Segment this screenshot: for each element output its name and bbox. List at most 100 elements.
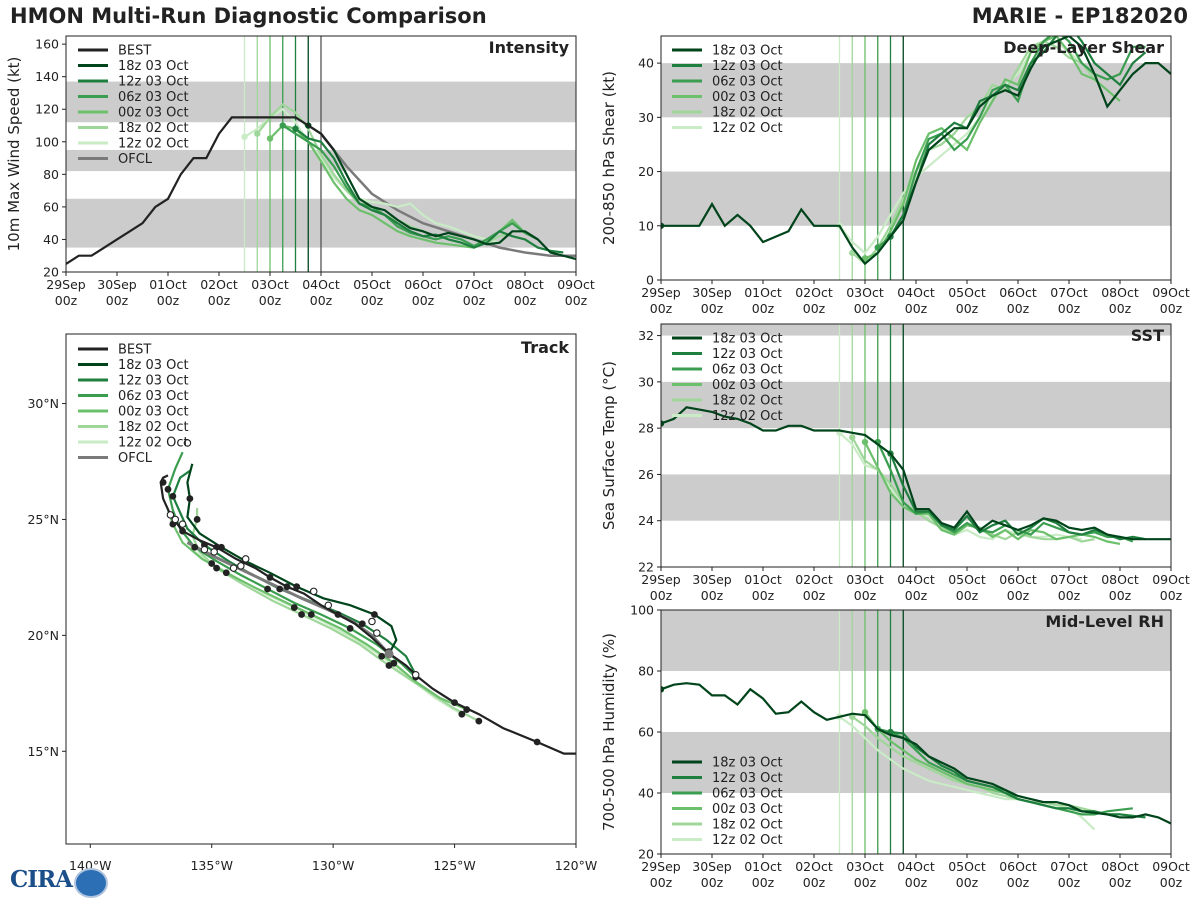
shear-xtick-date: 06Oct (999, 285, 1037, 300)
track-open-point (309, 587, 318, 596)
intensity-init-point (292, 125, 299, 132)
track-legend-entry: BEST (118, 343, 151, 358)
sst-xtick-date: 03Oct (846, 572, 884, 587)
intensity-legend-entry: 12z 02 Oct (118, 137, 189, 152)
intensity-panel: 2040608010012014016029Sep00z30Sep00z01Oc… (5, 35, 595, 308)
shear-series-line (661, 36, 1171, 266)
sst-xtick-date: 09Oct (1152, 572, 1190, 587)
shear-xtick-date: 08Oct (1101, 285, 1139, 300)
sst-legend-entry: 18z 03 Oct (712, 332, 783, 347)
shear-ytick-label: 30 (638, 110, 654, 125)
sst-xtick-date: 30Sep (692, 572, 732, 587)
rh-legend-entry: 06z 03 Oct (712, 787, 783, 802)
track-ytick-label: 25°N (27, 512, 59, 527)
rh-ytick-label: 20 (638, 847, 654, 862)
track-point (290, 604, 298, 611)
cira-logo-icon (74, 868, 108, 898)
intensity-xtick-hour: 00z (412, 293, 435, 308)
shear-xtick-hour: 00z (1007, 301, 1030, 316)
track-legend-entry: 18z 03 Oct (118, 358, 189, 373)
shear-xtick-date: 30Sep (692, 285, 732, 300)
intensity-legend-entry: 06z 03 Oct (118, 90, 189, 105)
track-point (475, 717, 483, 725)
rh-legend-entry: 18z 03 Oct (712, 756, 783, 771)
track-open-point (324, 601, 333, 609)
track-xtick-label: 130°W (312, 858, 354, 873)
track-xtick-label: 125°W (433, 858, 475, 873)
shear-plot-area (661, 36, 1171, 280)
track-open-point (171, 515, 180, 524)
intensity-xtick-date: 05Oct (353, 277, 391, 292)
intensity-init-point (241, 133, 248, 141)
sst-legend-entry: 06z 03 Oct (712, 363, 783, 378)
rh-threshold-band (661, 610, 1171, 671)
track-point (358, 620, 366, 628)
shear-legend-entry: 18z 03 Oct (712, 44, 783, 59)
track-point (371, 611, 378, 618)
intensity-xtick-hour: 00z (310, 293, 333, 308)
intensity-xtick-date: 02Oct (200, 277, 238, 292)
track-point (169, 492, 177, 500)
cira-logo: CIRA (6, 866, 108, 898)
track-open-point (183, 439, 192, 447)
track-point (298, 611, 305, 618)
sst-xtick-hour: 00z (650, 588, 673, 603)
rh-xtick-date: 08Oct (1101, 859, 1139, 874)
track-point (186, 495, 194, 502)
sst-xtick-hour: 00z (752, 588, 775, 603)
shear-xtick-date: 09Oct (1152, 285, 1190, 300)
sst-title: SST (1131, 326, 1164, 345)
shear-xtick-hour: 00z (1058, 301, 1081, 316)
shear-legend-entry: 12z 02 Oct (712, 121, 783, 136)
sst-xtick-date: 05Oct (948, 572, 986, 587)
intensity-legend-entry: 00z 03 Oct (118, 106, 189, 121)
sst-plot-area (661, 324, 1171, 567)
sst-legend-entry: 00z 03 Oct (712, 378, 783, 393)
sst-series-line (864, 441, 1121, 545)
track-legend-entry: 12z 03 Oct (118, 374, 189, 389)
track-best-point (334, 611, 342, 618)
sst-ytick-label: 30 (638, 374, 654, 389)
track-best-point (283, 583, 291, 591)
shear-ytick-label: 40 (638, 56, 654, 71)
sst-ytick-label: 22 (638, 560, 654, 575)
track-point (458, 710, 466, 718)
rh-xtick-hour: 00z (752, 875, 775, 890)
intensity-series-line (307, 124, 576, 261)
track-legend-entry: 12z 02 Oct (118, 436, 189, 451)
track-point (164, 485, 172, 493)
shear-init-point (874, 244, 881, 251)
track-point (385, 662, 393, 669)
rh-xtick-date: 02Oct (795, 859, 833, 874)
sst-ytick-label: 24 (638, 513, 654, 528)
track-point (264, 585, 271, 593)
rh-legend-entry: 00z 03 Oct (712, 802, 783, 817)
intensity-xtick-hour: 00z (514, 293, 537, 308)
rh-series-line (661, 682, 1171, 825)
track-point (213, 564, 220, 572)
shear-series-line (838, 40, 1083, 255)
sst-ytick-label: 28 (638, 421, 654, 436)
track-title: Track (521, 338, 569, 357)
rh-legend-entry: 12z 03 Oct (712, 771, 783, 786)
intensity-ytick-label: 120 (35, 102, 59, 117)
rh-xtick-date: 03Oct (846, 859, 884, 874)
sst-xtick-hour: 00z (1160, 588, 1183, 603)
shear-xtick-hour: 00z (956, 301, 979, 316)
track-open-point (368, 617, 376, 626)
sst-init-point (849, 434, 856, 441)
track-series-line (186, 463, 398, 655)
sst-ylabel: Sea Surface Temp (°C) (600, 361, 618, 530)
intensity-init-point (254, 130, 261, 137)
shear-ylabel: 200-850 hPa Shear (kt) (600, 71, 618, 245)
sst-xtick-date: 07Oct (1050, 572, 1088, 587)
rh-xtick-hour: 00z (650, 875, 673, 890)
intensity-xtick-date: 03Oct (251, 277, 289, 292)
rh-init-point (861, 708, 869, 716)
intensity-xtick-date: 01Oct (149, 277, 187, 292)
intensity-ytick-label: 160 (35, 37, 59, 52)
track-point (276, 585, 284, 593)
intensity-plot-area (66, 36, 576, 272)
track-point (222, 569, 230, 577)
sst-xtick-date: 01Oct (744, 572, 782, 587)
